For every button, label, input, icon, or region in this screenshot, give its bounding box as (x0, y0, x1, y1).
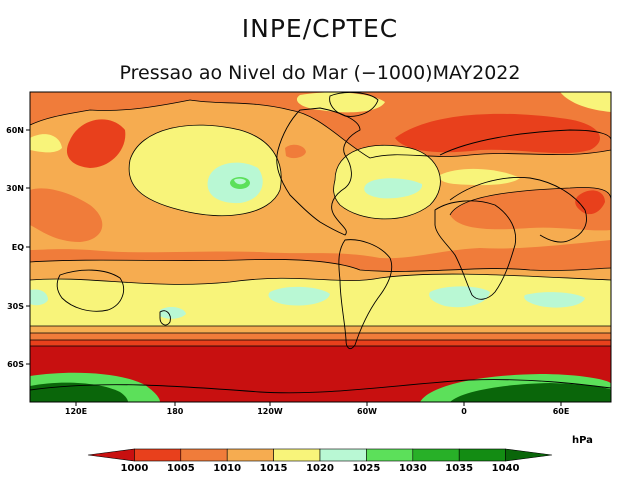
band-asia-1015 (439, 168, 520, 186)
lon-ticks: 120E 180 120W 60W 0 60E (65, 402, 569, 416)
lat-tick-label: 30S (7, 302, 24, 311)
colorbar-swatch (226, 448, 274, 462)
band-so-1005 (30, 333, 611, 340)
band-natl-1020 (364, 178, 423, 199)
colorbar-level-label: 1035 (445, 463, 473, 474)
colorbar-swatch (87, 448, 135, 462)
band-aleut-1000 (66, 119, 126, 168)
colorbar-swatch (412, 448, 460, 462)
africa-coast (434, 200, 517, 300)
org-title: INPE/CPTEC (241, 14, 399, 43)
band-south-1020-d (524, 292, 585, 308)
colorbar-level-label: 1010 (213, 463, 241, 474)
band-north-1000 (395, 113, 600, 154)
lon-tick-label: 180 (167, 407, 184, 416)
lon-tick-label: 60W (357, 407, 377, 416)
north-america-coast (276, 107, 361, 236)
lat-tick-label: 60S (7, 360, 24, 369)
band-trop-1010 (30, 240, 611, 272)
colorbar-level-label: 1025 (352, 463, 380, 474)
lat-ticks: 60N 30N EQ 30S 60S (6, 126, 30, 369)
colorbar-level-label: 1000 (120, 463, 148, 474)
band-asia-1000 (575, 190, 605, 215)
antarctica-coast (30, 379, 611, 394)
band-ne-pac-1005 (30, 188, 103, 242)
colorbar-level-label: 1030 (399, 463, 427, 474)
lat-tick-label: EQ (12, 243, 24, 252)
map-title: Pressao ao Nivel do Mar (−1000)MAY2022 (119, 62, 521, 84)
lon-tick-label: 0 (461, 407, 467, 416)
south-america-coast (338, 239, 393, 350)
band-south-1020-e (160, 307, 186, 319)
colorbar: hPa 1000 1005 1010 1015 1020 1025 1030 1035 1040 (87, 435, 593, 474)
band-1015-nw (30, 134, 62, 153)
colorbar-swatch (458, 448, 506, 462)
contour-lines (30, 99, 611, 347)
band-asia-1005 (450, 187, 611, 231)
band-npac-inner (234, 178, 246, 185)
band-1015-greenland (296, 92, 385, 113)
greenland-coast (329, 92, 379, 117)
band-south-1020-b (268, 286, 330, 306)
band-south-1020-a (30, 289, 48, 306)
australia-coast (56, 269, 124, 312)
colorbar-level-label: 1040 (492, 463, 520, 474)
lat-tick-label: 60N (6, 126, 24, 135)
colorbar-swatch (319, 448, 367, 462)
eurasia-coast (439, 129, 611, 243)
coastlines (30, 92, 611, 394)
colorbar-swatch (180, 448, 228, 462)
colorbar-swatch (273, 448, 321, 462)
band-so-1000a (30, 340, 611, 346)
band-ant-east-inner (450, 383, 611, 402)
colorbar-swatch (505, 448, 553, 462)
colorbar-level-label: 1005 (167, 463, 195, 474)
colorbar-level-label: 1020 (306, 463, 334, 474)
lon-tick-label: 60E (553, 407, 570, 416)
contour-field (30, 92, 611, 402)
colorbar-swatch (366, 448, 414, 462)
colorbar-unit: hPa (572, 435, 593, 446)
band-1015-siberia (560, 92, 611, 112)
lat-tick-label: 30N (6, 184, 24, 193)
band-so-1010 (30, 326, 611, 333)
band-ca-1005 (285, 144, 306, 159)
colorbar-swatch (134, 448, 182, 462)
band-south-1020-c (429, 286, 490, 308)
colorbar-level-label: 1015 (260, 463, 288, 474)
new-zealand-coast (159, 310, 171, 326)
lon-tick-label: 120W (257, 407, 283, 416)
lon-tick-label: 120E (65, 407, 87, 416)
